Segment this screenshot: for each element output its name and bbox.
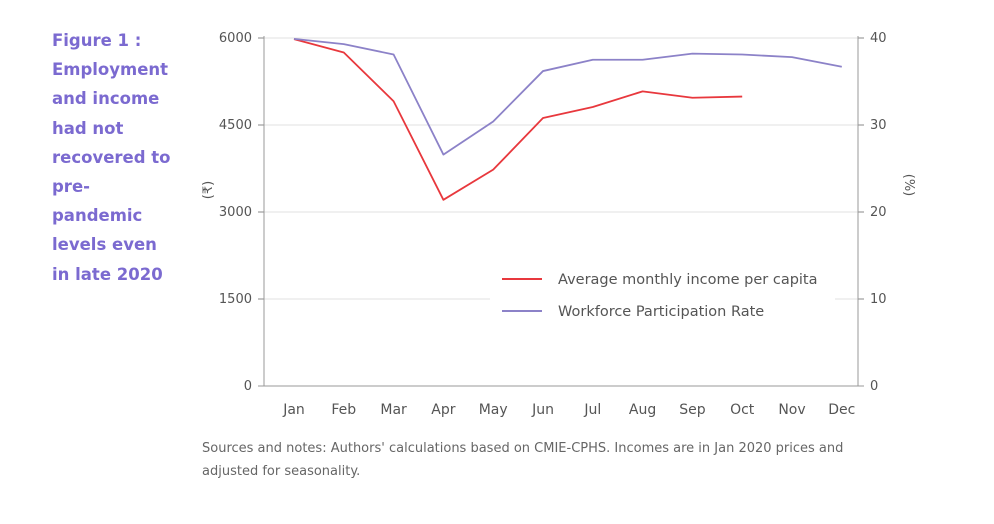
x-tick-label: Jul xyxy=(583,402,601,418)
x-tick-label: Aug xyxy=(629,402,656,418)
left-tick-label: 3000 xyxy=(219,205,252,220)
legend-label: Workforce Participation Rate xyxy=(558,304,764,320)
right-tick-label: 40 xyxy=(870,31,887,46)
right-tick-label: 10 xyxy=(870,292,887,307)
series-line-1 xyxy=(293,37,842,156)
x-tick-label: Oct xyxy=(730,402,755,418)
right-axis-label: (%) xyxy=(901,174,916,197)
left-axis-label: (₹) xyxy=(201,181,216,199)
x-tick-label: May xyxy=(479,402,508,418)
caption-line: Employment xyxy=(52,60,169,80)
caption-line: pre- xyxy=(52,177,90,197)
right-tick-label: 0 xyxy=(870,379,878,394)
left-tick-label: 6000 xyxy=(219,31,252,46)
legend-label: Average monthly income per capita xyxy=(558,272,818,288)
figure-caption: Figure 1 : Employment and income had not rec… xyxy=(52,26,172,289)
line-chart: 0 1500 3000 4500 6000 0 10 20 30 40 Jan Feb Mar Apr Ma… xyxy=(201,31,916,418)
x-tick-label: Nov xyxy=(778,402,805,418)
left-tick-label: 1500 xyxy=(219,292,252,307)
caption-line: in late 2020 xyxy=(52,264,163,284)
caption-line: had not xyxy=(52,118,124,138)
x-tick-label: Apr xyxy=(431,402,455,418)
x-tick-label: Feb xyxy=(331,402,356,418)
left-tick-label: 4500 xyxy=(219,118,252,133)
x-tick-label: Jun xyxy=(531,402,554,418)
left-tick-label: 0 xyxy=(244,379,252,394)
x-tick-label: Mar xyxy=(380,402,407,418)
caption-line: and income xyxy=(52,89,160,109)
x-tick-label: Jan xyxy=(282,402,305,418)
caption-line: Figure 1 : xyxy=(52,31,142,50)
caption-line: levels even xyxy=(52,235,157,255)
caption-line: pandemic xyxy=(52,206,143,226)
right-tick-label: 30 xyxy=(870,118,887,133)
right-tick-label: 20 xyxy=(870,205,887,220)
caption-line: recovered to xyxy=(52,147,171,167)
x-tick-label: Sep xyxy=(679,402,706,418)
legend-box xyxy=(490,262,835,332)
series-line-0 xyxy=(293,38,743,201)
source-notes: Sources and notes: Authors' calculations… xyxy=(202,441,844,479)
x-tick-label: Dec xyxy=(828,402,855,418)
